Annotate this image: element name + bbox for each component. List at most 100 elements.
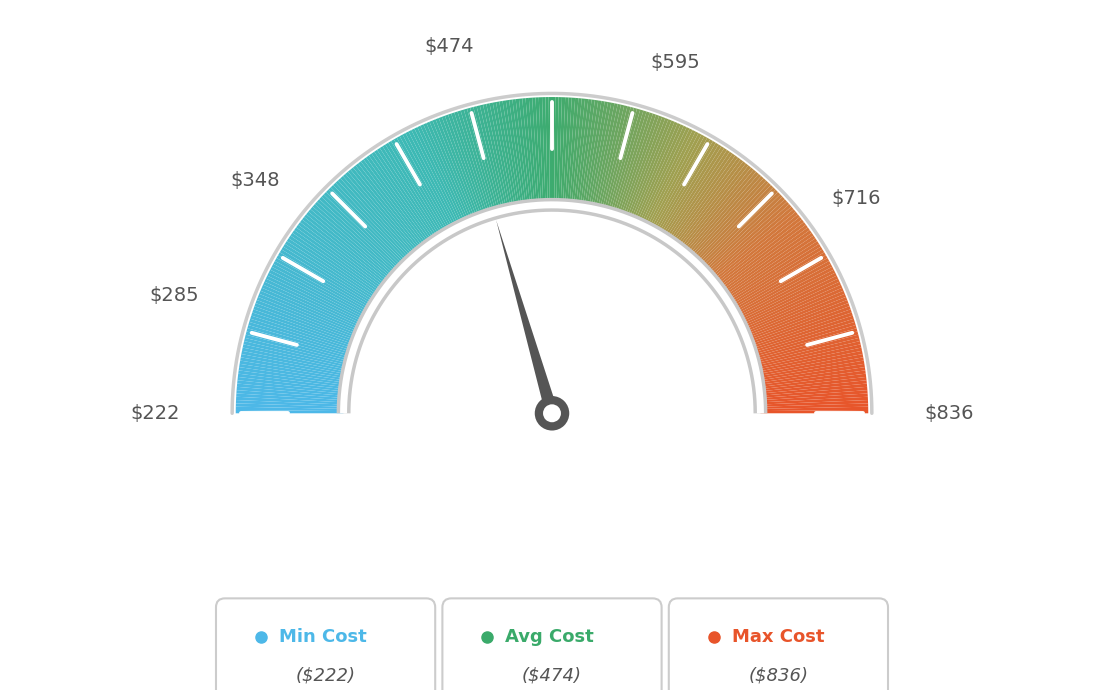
Wedge shape bbox=[284, 244, 376, 304]
Wedge shape bbox=[591, 103, 615, 209]
Wedge shape bbox=[385, 143, 444, 236]
Wedge shape bbox=[758, 374, 867, 389]
Wedge shape bbox=[599, 106, 627, 211]
Wedge shape bbox=[761, 406, 868, 411]
Wedge shape bbox=[751, 315, 853, 351]
Wedge shape bbox=[251, 315, 353, 351]
Wedge shape bbox=[545, 97, 550, 205]
Wedge shape bbox=[616, 112, 652, 216]
Wedge shape bbox=[436, 118, 477, 219]
Polygon shape bbox=[496, 220, 559, 415]
Circle shape bbox=[534, 396, 570, 431]
Wedge shape bbox=[315, 201, 397, 275]
Text: $222: $222 bbox=[130, 404, 180, 423]
Text: $474: $474 bbox=[424, 37, 474, 56]
Wedge shape bbox=[268, 270, 367, 321]
Wedge shape bbox=[753, 328, 858, 359]
Wedge shape bbox=[744, 290, 845, 335]
Circle shape bbox=[543, 404, 561, 422]
Wedge shape bbox=[363, 157, 429, 246]
Wedge shape bbox=[723, 233, 814, 296]
Wedge shape bbox=[683, 168, 754, 253]
Wedge shape bbox=[705, 199, 787, 274]
Wedge shape bbox=[633, 121, 678, 222]
Wedge shape bbox=[477, 106, 505, 211]
Wedge shape bbox=[343, 174, 416, 257]
Wedge shape bbox=[252, 313, 354, 349]
Wedge shape bbox=[236, 390, 344, 400]
Wedge shape bbox=[272, 264, 369, 317]
Wedge shape bbox=[736, 267, 834, 319]
Wedge shape bbox=[730, 250, 825, 307]
Wedge shape bbox=[756, 354, 863, 376]
Wedge shape bbox=[702, 195, 783, 270]
Wedge shape bbox=[539, 97, 545, 205]
Wedge shape bbox=[486, 104, 511, 209]
Wedge shape bbox=[720, 225, 808, 290]
Text: ($474): ($474) bbox=[522, 667, 582, 684]
Wedge shape bbox=[333, 183, 410, 263]
Wedge shape bbox=[279, 250, 374, 307]
Wedge shape bbox=[735, 264, 832, 317]
Wedge shape bbox=[236, 393, 344, 402]
Wedge shape bbox=[697, 185, 773, 264]
Wedge shape bbox=[417, 126, 465, 225]
Wedge shape bbox=[282, 246, 375, 305]
Wedge shape bbox=[576, 99, 592, 206]
Wedge shape bbox=[245, 335, 350, 364]
Wedge shape bbox=[629, 119, 671, 220]
Wedge shape bbox=[296, 225, 384, 290]
Wedge shape bbox=[433, 119, 475, 220]
Wedge shape bbox=[319, 197, 400, 272]
Wedge shape bbox=[606, 108, 637, 213]
Wedge shape bbox=[270, 267, 368, 319]
Wedge shape bbox=[761, 404, 868, 409]
Wedge shape bbox=[746, 300, 848, 341]
Wedge shape bbox=[718, 222, 806, 289]
Wedge shape bbox=[740, 275, 838, 324]
Wedge shape bbox=[238, 371, 346, 387]
Wedge shape bbox=[502, 101, 521, 208]
Wedge shape bbox=[522, 98, 534, 206]
Wedge shape bbox=[257, 297, 358, 339]
Wedge shape bbox=[627, 118, 668, 219]
Wedge shape bbox=[237, 384, 344, 396]
Wedge shape bbox=[734, 261, 830, 315]
Wedge shape bbox=[710, 206, 794, 279]
Wedge shape bbox=[757, 364, 864, 383]
Wedge shape bbox=[236, 400, 343, 406]
Wedge shape bbox=[760, 380, 867, 394]
Wedge shape bbox=[758, 371, 866, 387]
FancyBboxPatch shape bbox=[669, 598, 888, 690]
Wedge shape bbox=[565, 98, 575, 206]
Text: $595: $595 bbox=[650, 53, 700, 72]
Wedge shape bbox=[484, 104, 509, 210]
Wedge shape bbox=[262, 285, 362, 331]
Wedge shape bbox=[241, 354, 348, 376]
Wedge shape bbox=[353, 166, 423, 251]
Wedge shape bbox=[480, 105, 507, 210]
Wedge shape bbox=[693, 181, 768, 262]
Wedge shape bbox=[746, 297, 847, 339]
Wedge shape bbox=[669, 152, 732, 242]
Wedge shape bbox=[666, 148, 728, 239]
Wedge shape bbox=[608, 109, 640, 213]
Wedge shape bbox=[372, 152, 435, 242]
Wedge shape bbox=[448, 114, 486, 217]
Wedge shape bbox=[266, 275, 364, 324]
Wedge shape bbox=[755, 344, 861, 370]
Wedge shape bbox=[236, 387, 344, 398]
Wedge shape bbox=[254, 303, 357, 343]
Wedge shape bbox=[256, 300, 358, 341]
Wedge shape bbox=[242, 351, 348, 374]
Wedge shape bbox=[246, 328, 351, 359]
Wedge shape bbox=[698, 187, 776, 266]
Wedge shape bbox=[405, 132, 457, 228]
Wedge shape bbox=[438, 117, 479, 219]
Wedge shape bbox=[276, 255, 371, 311]
Wedge shape bbox=[690, 176, 764, 258]
Wedge shape bbox=[660, 143, 719, 236]
Wedge shape bbox=[640, 127, 690, 226]
Wedge shape bbox=[725, 238, 817, 299]
Wedge shape bbox=[614, 112, 650, 215]
